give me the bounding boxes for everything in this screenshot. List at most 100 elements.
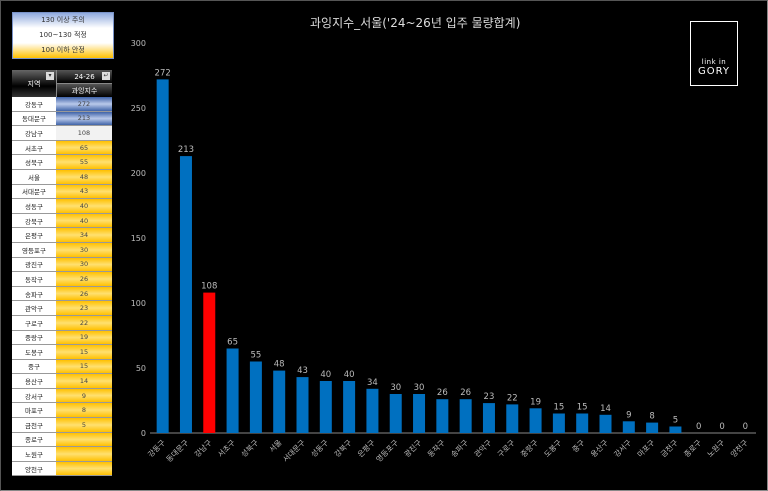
bar xyxy=(296,377,309,433)
table-row: 서대문구 43 xyxy=(12,184,112,200)
data-label: 15 xyxy=(577,403,588,413)
table-row: 양천구 xyxy=(12,461,112,477)
data-label: 22 xyxy=(507,393,518,403)
index-cell xyxy=(56,432,112,447)
region-cell: 성동구 xyxy=(12,199,56,213)
data-label: 213 xyxy=(178,145,194,155)
data-label: 40 xyxy=(344,370,355,380)
x-tick-label: 광진구 xyxy=(402,437,424,459)
bar xyxy=(622,421,635,433)
bar xyxy=(576,413,589,433)
region-cell: 동대문구 xyxy=(12,111,56,126)
data-label: 48 xyxy=(274,360,285,370)
table-row: 강북구 40 xyxy=(12,213,112,229)
x-tick-label: 강서구 xyxy=(612,437,634,459)
data-label: 65 xyxy=(227,338,238,348)
table-row: 서울 48 xyxy=(12,169,112,185)
index-cell: 15 xyxy=(56,345,112,359)
x-tick-label: 강북구 xyxy=(332,437,354,459)
index-cell: 30 xyxy=(56,257,112,272)
x-tick-label: 송파구 xyxy=(449,438,470,459)
bar xyxy=(552,413,565,433)
table-row: 관악구 23 xyxy=(12,301,112,316)
table-row: 금천구 5 xyxy=(12,418,112,433)
legend-caution: 130 이상 주의 xyxy=(13,13,113,28)
index-cell: 19 xyxy=(56,330,112,345)
x-tick-label: 양천구 xyxy=(728,437,750,459)
filter-dropdown-icon[interactable]: ▾ xyxy=(46,72,54,80)
table-row: 중구 15 xyxy=(12,359,112,375)
region-cell: 양천구 xyxy=(12,461,56,476)
data-label: 30 xyxy=(414,383,425,393)
region-cell: 강서구 xyxy=(12,388,56,403)
bar xyxy=(366,388,379,433)
table-row: 강서구 9 xyxy=(12,388,112,404)
x-tick-label: 성동구 xyxy=(309,438,330,459)
bar xyxy=(179,156,192,433)
x-tick-label: 강동구 xyxy=(145,437,167,459)
data-label: 0 xyxy=(743,422,748,432)
data-label: 26 xyxy=(437,388,448,398)
x-tick-label: 종로구 xyxy=(682,438,703,459)
index-cell: 40 xyxy=(56,199,112,213)
index-cell: 5 xyxy=(56,418,112,432)
x-tick-label: 강남구 xyxy=(192,437,214,459)
bar xyxy=(343,381,356,433)
index-cell: 55 xyxy=(56,155,112,169)
index-cell: 22 xyxy=(56,315,112,330)
y-tick-label: 150 xyxy=(131,234,146,243)
index-cell: 9 xyxy=(56,388,112,403)
region-cell: 동작구 xyxy=(12,272,56,286)
table-row: 마포구 8 xyxy=(12,403,112,419)
x-tick-label: 마포구 xyxy=(636,438,657,459)
table-row: 중랑구 19 xyxy=(12,330,112,346)
data-label: 0 xyxy=(696,422,701,432)
region-cell: 서대문구 xyxy=(12,184,56,199)
header-region: 지역 ▾ xyxy=(12,70,57,97)
x-tick-label: 은평구 xyxy=(355,437,377,459)
region-cell: 영등포구 xyxy=(12,242,56,257)
region-cell: 서초구 xyxy=(12,140,56,155)
y-tick-label: 0 xyxy=(141,429,146,438)
bar xyxy=(226,348,239,433)
bar xyxy=(646,422,659,433)
region-cell: 종로구 xyxy=(12,432,56,447)
data-label: 23 xyxy=(484,392,495,402)
table-row: 구로구 22 xyxy=(12,315,112,331)
data-label: 9 xyxy=(626,410,631,420)
index-cell xyxy=(56,461,112,476)
bar xyxy=(156,79,169,434)
x-tick-label: 동작구 xyxy=(425,437,447,459)
bar xyxy=(249,361,262,433)
region-cell: 도봉구 xyxy=(12,345,56,359)
bar xyxy=(506,404,519,433)
x-tick-label: 중랑구 xyxy=(519,438,540,459)
bar xyxy=(669,426,682,433)
data-label: 34 xyxy=(367,378,378,388)
sort-icon[interactable]: ↵ xyxy=(102,72,110,80)
index-cell: 26 xyxy=(56,286,112,301)
region-cell: 강북구 xyxy=(12,213,56,228)
region-cell: 서울 xyxy=(12,169,56,184)
table-row: 광진구 30 xyxy=(12,257,112,273)
region-cell: 중랑구 xyxy=(12,330,56,345)
region-cell: 구로구 xyxy=(12,315,56,330)
table-row: 서초구 65 xyxy=(12,140,112,156)
region-cell: 광진구 xyxy=(12,257,56,272)
x-tick-label: 서울 xyxy=(267,438,283,454)
data-label: 30 xyxy=(390,383,401,393)
index-cell: 34 xyxy=(56,228,112,242)
index-cell: 43 xyxy=(56,184,112,199)
data-label: 19 xyxy=(530,397,541,407)
header-period-label: 24-26 xyxy=(74,72,95,81)
chart-title: 과잉지수_서울('24~26년 입주 물량합계) xyxy=(310,16,521,30)
x-tick-label: 중구 xyxy=(570,438,586,454)
index-cell: 26 xyxy=(56,272,112,286)
x-tick-label: 노원구 xyxy=(705,438,726,459)
region-cell: 용산구 xyxy=(12,374,56,388)
bar xyxy=(459,399,472,433)
index-cell: 15 xyxy=(56,359,112,374)
table-row: 은평구 34 xyxy=(12,228,112,243)
index-cell: 48 xyxy=(56,169,112,184)
logo: link in GORY xyxy=(690,21,738,86)
